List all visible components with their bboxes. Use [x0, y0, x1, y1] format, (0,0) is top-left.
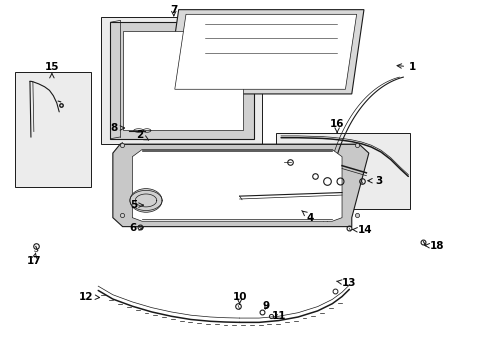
Polygon shape: [132, 149, 341, 221]
Circle shape: [130, 189, 162, 212]
Polygon shape: [166, 10, 363, 94]
Text: 13: 13: [336, 278, 356, 288]
Text: 12: 12: [79, 292, 100, 302]
Text: 9: 9: [263, 301, 269, 311]
FancyBboxPatch shape: [101, 17, 261, 144]
Text: 15: 15: [44, 62, 59, 72]
FancyBboxPatch shape: [276, 134, 409, 209]
Text: 11: 11: [271, 311, 285, 321]
Polygon shape: [174, 14, 356, 89]
Text: 5: 5: [129, 200, 143, 210]
Text: 3: 3: [367, 176, 382, 186]
Polygon shape: [113, 144, 368, 226]
Text: 16: 16: [329, 120, 344, 129]
Text: 6: 6: [129, 224, 143, 233]
Text: 2: 2: [136, 130, 148, 140]
Polygon shape: [110, 22, 254, 139]
Text: 18: 18: [424, 241, 444, 251]
Text: 1: 1: [396, 62, 415, 72]
Polygon shape: [122, 31, 243, 130]
Text: 10: 10: [232, 292, 246, 304]
Text: 17: 17: [26, 253, 41, 266]
Text: 7: 7: [170, 5, 177, 15]
Text: 4: 4: [301, 211, 313, 222]
FancyBboxPatch shape: [15, 72, 91, 187]
Text: 14: 14: [352, 225, 372, 235]
Text: 8: 8: [110, 123, 124, 133]
